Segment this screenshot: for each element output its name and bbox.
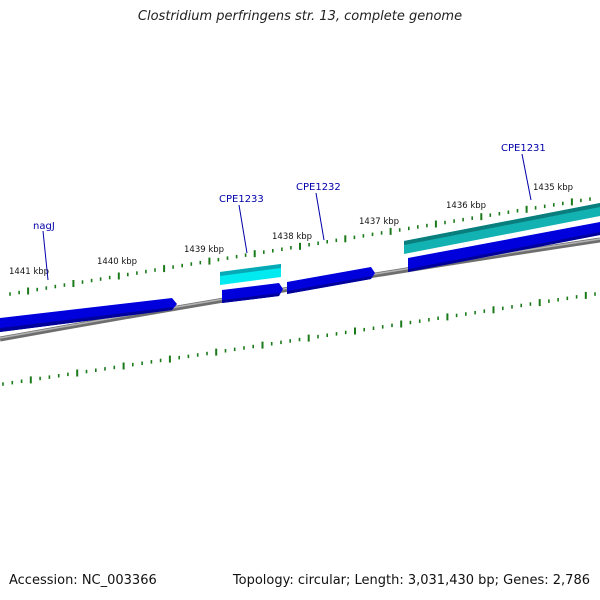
gene-nagj[interactable] xyxy=(0,298,177,332)
gene-cpe1233[interactable] xyxy=(220,264,283,303)
scale-label-1440: 1440 kbp xyxy=(97,257,137,267)
scale-label-1441: 1441 kbp xyxy=(9,267,49,277)
scale-label-1438: 1438 kbp xyxy=(272,232,312,242)
gene-cpe1233-cds-shadow xyxy=(222,293,280,303)
gene-cpe1231-cds-shadow xyxy=(408,232,600,272)
gene-cpe1233-cyan-edge xyxy=(220,264,281,276)
gene-cpe1231-teal-edge xyxy=(404,203,600,245)
gene-cpe1232[interactable] xyxy=(287,267,375,294)
gene-label-cpe1233[interactable]: CPE1233 xyxy=(219,194,264,205)
gene-label-cpe1231[interactable]: CPE1231 xyxy=(501,143,546,154)
gene-cpe1231[interactable] xyxy=(404,203,600,272)
gene-cpe1232-leader xyxy=(315,192,325,241)
gene-cpe1233-leader xyxy=(238,204,248,254)
inner-tick-track xyxy=(2,291,596,386)
gene-cpe1232-cds-shadow xyxy=(287,276,372,294)
gene-cpe1231-cds-bar[interactable] xyxy=(408,222,600,272)
accession-text: Accession: NC_003366 xyxy=(9,573,157,588)
gene-nagj-cds-shadow xyxy=(0,307,173,332)
scale-label-1436: 1436 kbp xyxy=(446,201,486,211)
gene-label-nagj[interactable]: nagJ xyxy=(33,221,55,232)
map-title: Clostridium perfringens str. 13, complet… xyxy=(137,9,463,24)
gene-cpe1233-cds-arrow[interactable] xyxy=(222,283,283,303)
scale-label-1435: 1435 kbp xyxy=(533,183,573,193)
outer-tick-track xyxy=(9,197,591,296)
gene-label-cpe1232[interactable]: CPE1232 xyxy=(296,182,341,193)
gene-cpe1231-leader xyxy=(521,153,532,201)
scale-label-1439: 1439 kbp xyxy=(184,245,224,255)
gene-nagj-leader xyxy=(42,230,49,281)
scale-label-1437: 1437 kbp xyxy=(359,217,399,227)
topology-text: Topology: circular; Length: 3,031,430 bp… xyxy=(232,573,590,588)
